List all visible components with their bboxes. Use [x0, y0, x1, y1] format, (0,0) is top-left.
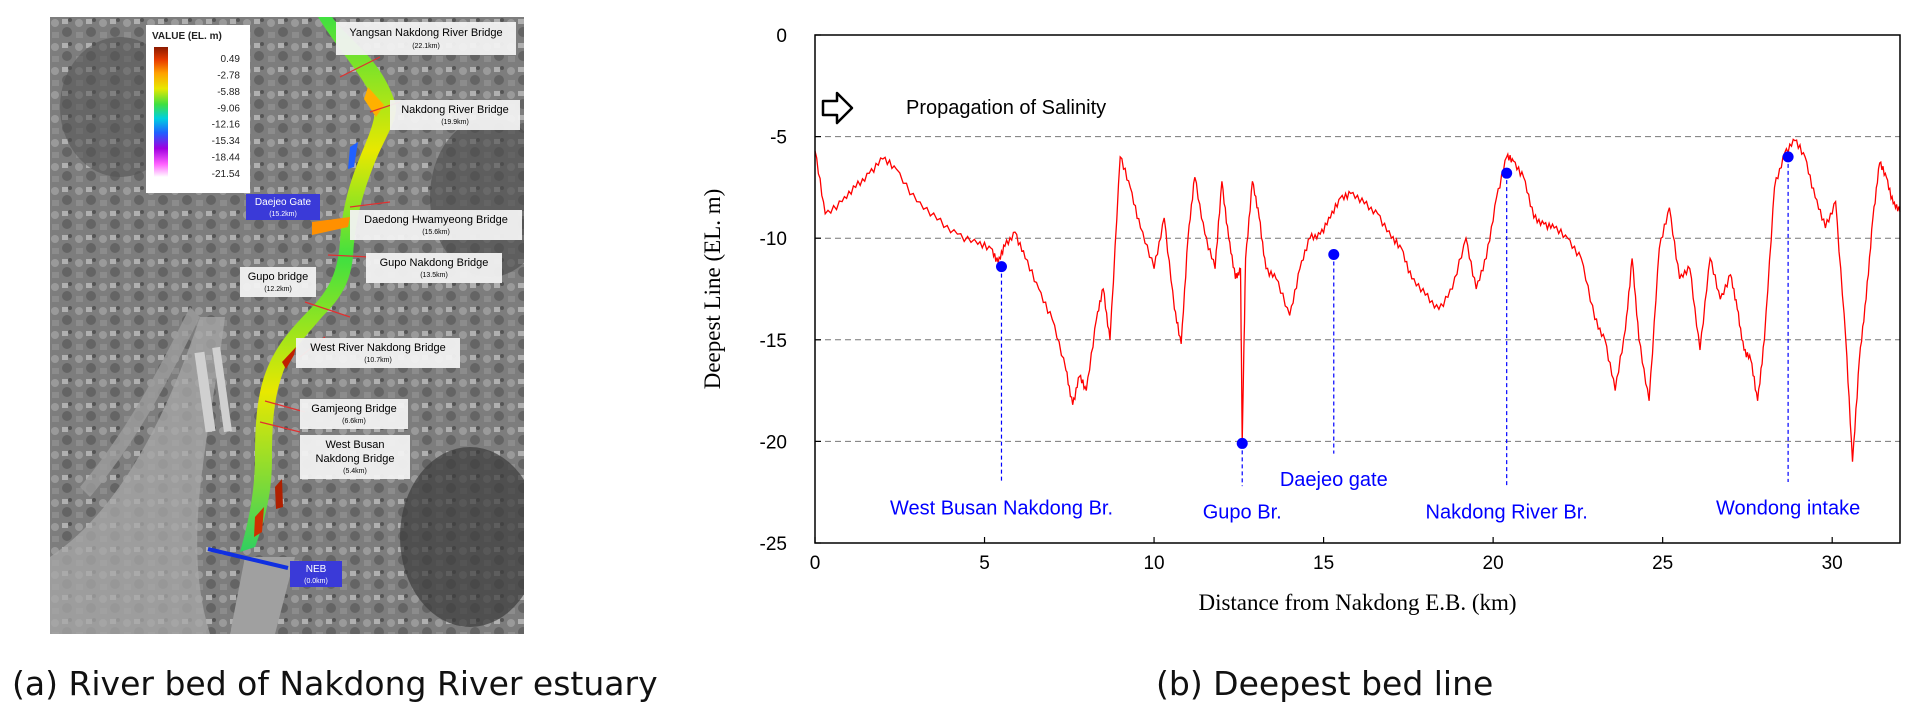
river-bed-deep: [348, 142, 358, 169]
y-tick-label: -5: [770, 128, 787, 149]
map-label-nakdong-river-km: (19.9km): [441, 119, 469, 126]
marker-label: Nakdong River Br.: [1426, 501, 1588, 523]
marker-point: [1501, 167, 1513, 179]
map-labels: Yangsan Nakdong River Bridge (22.1km) Na…: [240, 22, 522, 587]
legend: Propagation of Salinity: [821, 91, 1106, 125]
x-tick-label: 0: [810, 553, 821, 574]
river-bed-shallow: [312, 217, 350, 235]
arrow-right-icon: [821, 91, 854, 125]
y-tick-label: -10: [760, 229, 787, 250]
map-label-gupo-km: (12.2km): [264, 286, 292, 293]
marker-point: [1782, 151, 1794, 163]
caption-b: (b) Deepest bed line: [1156, 664, 1494, 703]
marker-point: [995, 261, 1007, 273]
map-label-gupo-nakdong: Gupo Nakdong Bridge: [380, 257, 489, 269]
x-tick-label: 15: [1313, 553, 1334, 574]
river-bed-bathymetry: [240, 17, 396, 552]
x-tick-label: 20: [1483, 553, 1504, 574]
legend-value: 0.49: [221, 54, 241, 65]
legend-value: -2.78: [217, 70, 240, 81]
x-tick-label: 25: [1652, 553, 1673, 574]
legend-value: -5.88: [217, 87, 240, 98]
map-label-daedong-km: (15.6km): [422, 229, 450, 236]
plot-frame: [814, 34, 1901, 544]
legend-value: -9.06: [217, 103, 240, 114]
river-bed-deep: [254, 507, 264, 537]
forest-area: [400, 447, 524, 627]
marker-label: West Busan Nakdong Br.: [890, 497, 1113, 519]
lower-river: [230, 557, 295, 634]
y-tick-label: -15: [760, 331, 787, 352]
x-tick-label: 5: [979, 553, 990, 574]
map-label-gupo-nakdong-km: (13.5km): [420, 272, 448, 279]
map-label-yangsan: Yangsan Nakdong River Bridge: [349, 27, 502, 39]
y-axis-label: Deepest Line (EL. m): [700, 189, 725, 390]
x-tick-label: 10: [1143, 553, 1164, 574]
river-bed-deep: [275, 479, 283, 509]
map-label-gamjeong-km: (6.6km): [342, 418, 366, 425]
west-channel: [80, 307, 200, 497]
map-legend: VALUE (EL. m) 0.49 -2.78 -5.88 -9.06 -12.16 -…: [146, 25, 250, 193]
marker-point: [1236, 437, 1248, 449]
map-label-west-busan-km: (5.4km): [343, 468, 367, 475]
map-label-daejeo: Daejeo Gate: [255, 197, 312, 208]
airport-runway: [194, 351, 216, 433]
caption-a: (a) River bed of Nakdong River estuary: [12, 664, 658, 703]
x-tick-label: 30: [1822, 553, 1843, 574]
neb-barrage-line: [207, 547, 289, 570]
marker-point: [1328, 248, 1340, 260]
marker-label: Daejeo gate: [1280, 469, 1388, 491]
y-tick-label: 0: [776, 26, 787, 47]
y-tick-label: -25: [760, 534, 787, 555]
river-bed-map: VALUE (EL. m) 0.49 -2.78 -5.88 -9.06 -12.16 -…: [50, 17, 524, 634]
legend-color-bar: [154, 47, 168, 177]
legend-value: -18.44: [212, 153, 241, 164]
map-label-nakdong-river: Nakdong River Bridge: [401, 104, 509, 116]
legend-value: -12.16: [212, 120, 241, 131]
y-tick-label: -20: [760, 432, 787, 453]
legend-value: -15.34: [212, 136, 241, 147]
legend-text: Propagation of Salinity: [906, 97, 1106, 119]
map-label-west-river: West River Nakdong Bridge: [310, 342, 446, 354]
marker-label: Gupo Br.: [1203, 501, 1282, 523]
marker-label: Wondong intake: [1716, 497, 1860, 519]
map-label-yangsan-km: (22.1km): [412, 43, 440, 50]
map-label-west-river-km: (10.7km): [364, 357, 392, 364]
x-axis-label: Distance from Nakdong E.B. (km): [1198, 590, 1516, 615]
map-label-west-busan-2: Nakdong Bridge: [316, 453, 395, 465]
map-label-neb-km: (0.0km): [304, 578, 328, 585]
airport-runway: [212, 346, 232, 433]
estuary-water: [50, 317, 225, 634]
deepest-bed-line-chart: 0 5 10 15 20 25 30 0 -5 -10 -15 -20 -25 West Busan N…: [700, 26, 1901, 615]
map-label-daedong: Daedong Hwamyeong Bridge: [364, 214, 508, 226]
legend-title: VALUE (EL. m): [152, 31, 222, 42]
map-label-daejeo-km: (15.2km): [269, 211, 297, 218]
river-bed-deep: [282, 347, 296, 369]
map-label-west-busan-1: West Busan: [325, 439, 384, 451]
legend-value: -21.54: [212, 169, 241, 180]
map-label-gamjeong: Gamjeong Bridge: [311, 403, 397, 415]
map-label-gupo: Gupo bridge: [248, 271, 309, 283]
map-label-neb: NEB: [306, 564, 327, 575]
series-line-deepest-bed: [814, 138, 1901, 462]
